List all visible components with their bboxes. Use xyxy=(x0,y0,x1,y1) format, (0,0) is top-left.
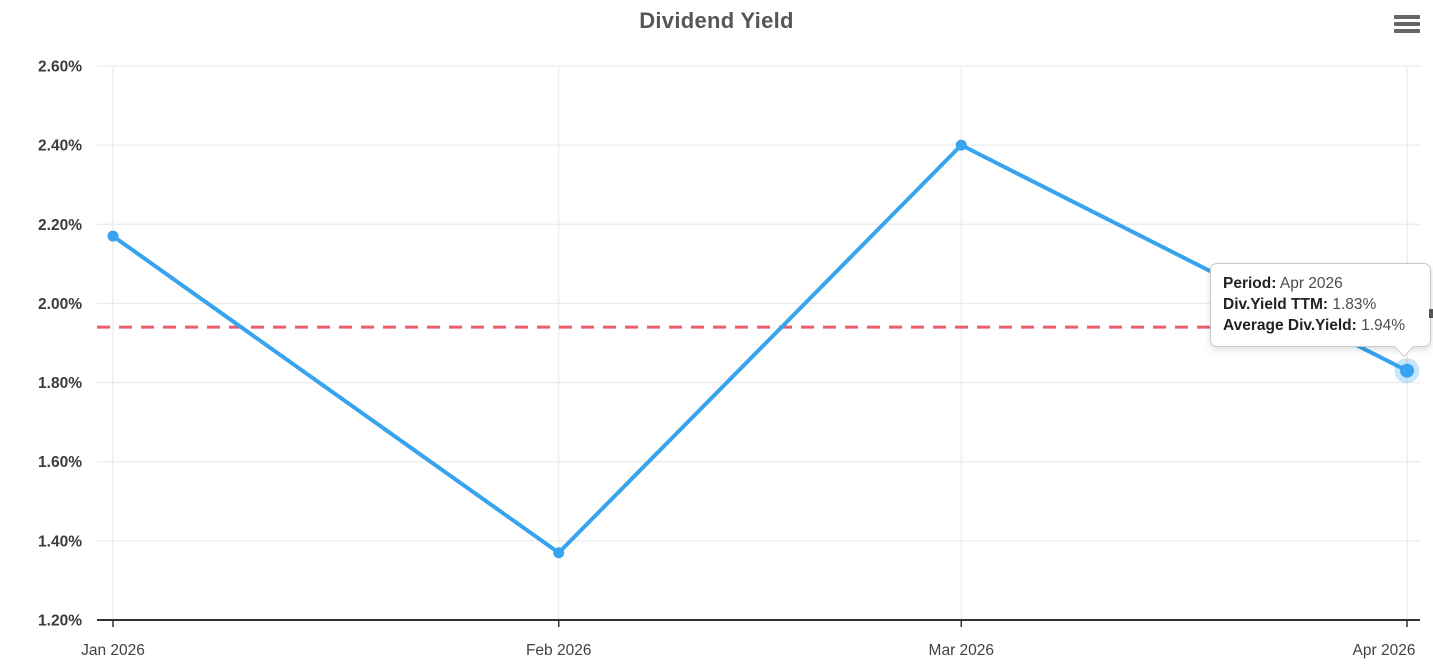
tooltip-value: Apr 2026 xyxy=(1279,275,1343,292)
hamburger-bar xyxy=(1394,21,1420,26)
tooltip-label: Period: xyxy=(1223,275,1277,292)
tooltip-label: Div.Yield TTM: xyxy=(1223,296,1329,313)
x-axis-tick-label: Mar 2026 xyxy=(929,642,994,659)
data-point-marker[interactable] xyxy=(553,547,565,559)
y-axis-tick-label: 1.80% xyxy=(38,375,82,392)
x-axis-tick-label: Apr 2026 xyxy=(1353,642,1416,659)
data-point-marker[interactable] xyxy=(107,230,119,242)
chart-tooltip: Period: Apr 2026 Div.Yield TTM: 1.83% Av… xyxy=(1210,263,1431,357)
tooltip-label: Average Div.Yield: xyxy=(1223,317,1357,334)
edge-artifact xyxy=(1429,309,1433,318)
y-axis-tick-label: 1.20% xyxy=(38,613,82,630)
y-axis-tick-label: 2.00% xyxy=(38,296,82,313)
hamburger-bar xyxy=(1394,14,1420,19)
tooltip-row-period: Period: Apr 2026 xyxy=(1223,273,1418,294)
data-point-marker[interactable] xyxy=(955,139,967,151)
dividend-yield-series-line xyxy=(111,143,1409,555)
y-axis-tick-label: 2.20% xyxy=(38,217,82,234)
tooltip-row-yield: Div.Yield TTM: 1.83% xyxy=(1223,294,1418,315)
y-axis-tick-label: 1.40% xyxy=(38,533,82,550)
hamburger-icon xyxy=(1394,14,1420,33)
x-axis-tick-label: Feb 2026 xyxy=(526,642,592,659)
y-axis-tick-label: 2.60% xyxy=(38,59,82,76)
y-axis-tick-label: 2.40% xyxy=(38,138,82,155)
hamburger-bar xyxy=(1394,28,1420,33)
chart-menu-button[interactable] xyxy=(1393,12,1421,38)
chart-title: Dividend Yield xyxy=(639,8,794,33)
tooltip-row-average: Average Div.Yield: 1.94% xyxy=(1223,315,1418,336)
x-axis-tick-label: Jan 2026 xyxy=(81,642,145,659)
tooltip-value: 1.83% xyxy=(1332,296,1377,313)
tooltip-value: 1.94% xyxy=(1361,317,1406,334)
data-point-marker[interactable] xyxy=(1400,363,1414,378)
y-axis-tick-label: 1.60% xyxy=(38,454,82,471)
